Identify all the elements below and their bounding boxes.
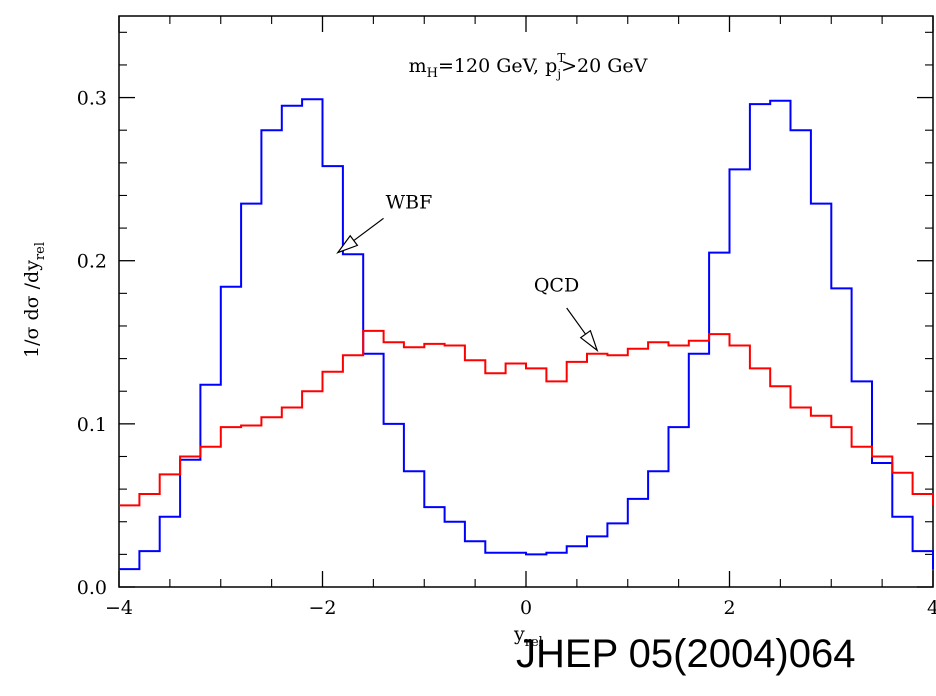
- annotation-arrow-shaft: [353, 217, 384, 242]
- x-tick-label: 4: [927, 597, 936, 619]
- annotation-arrow-head: [336, 234, 359, 254]
- annotation-label-2: QCD: [534, 275, 579, 297]
- series-line-1: [119, 98, 934, 571]
- x-tick-label: 2: [723, 597, 735, 619]
- x-tick-label: −2: [308, 597, 336, 619]
- annotations: WBF QCD: [336, 192, 599, 353]
- y-axis-title: 1/σ dσ /dyrel: [21, 242, 48, 358]
- ticks: −4 −2 0 2 4 0.0 0.1 0.2 0.3: [77, 16, 936, 619]
- annotation-arrow-shaft: [566, 307, 587, 335]
- annotation-label-1: WBF: [386, 192, 433, 214]
- x-axis-title: yrel: [513, 623, 543, 650]
- y-tick-label: 0.0: [77, 577, 107, 599]
- x-tick-label: 0: [520, 597, 532, 619]
- y-tick-label: 0.2: [77, 251, 107, 273]
- series-layer: [119, 98, 934, 571]
- series-line-2: [119, 329, 934, 507]
- plot-frame: [118, 15, 934, 588]
- y-tick-label: 0.1: [77, 414, 107, 436]
- annotation-arrow-head: [579, 329, 599, 353]
- header-note: mH=120 GeV, pT j>20 GeV: [409, 51, 648, 81]
- citation-text: JHEP 05(2004)064: [516, 632, 856, 676]
- x-tick-label: −4: [105, 597, 133, 619]
- y-tick-label: 0.3: [77, 88, 107, 110]
